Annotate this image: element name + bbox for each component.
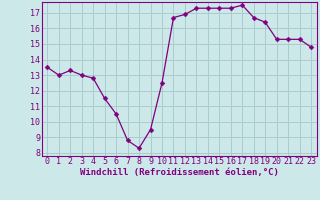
X-axis label: Windchill (Refroidissement éolien,°C): Windchill (Refroidissement éolien,°C) <box>80 168 279 177</box>
